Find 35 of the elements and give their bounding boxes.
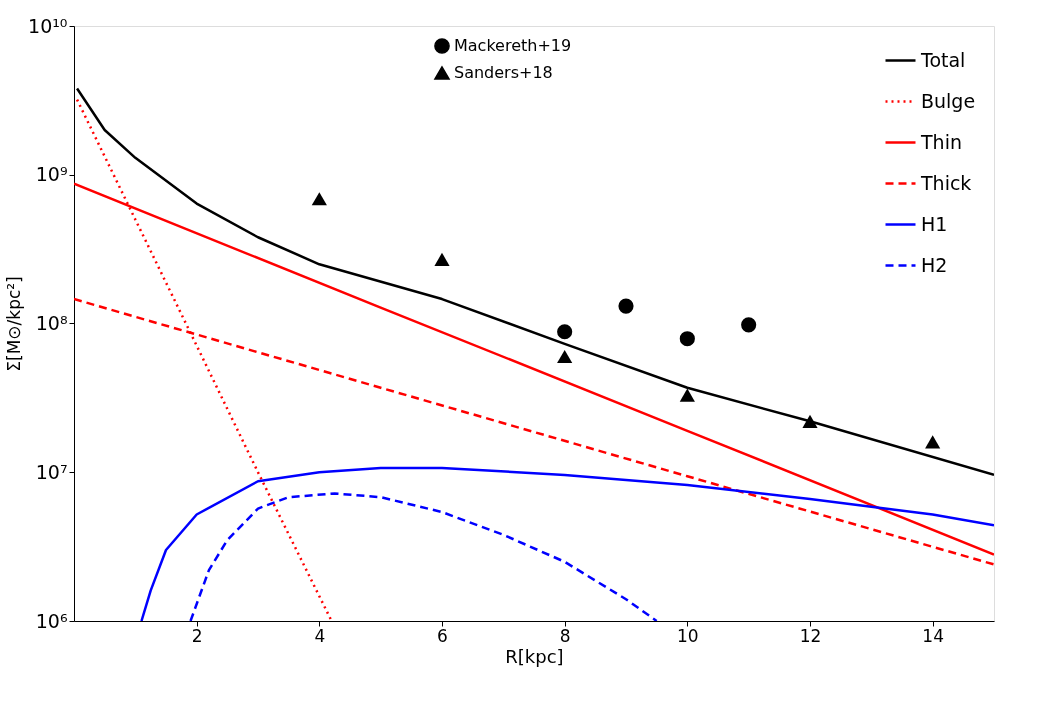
x-tick-label: 8	[559, 625, 571, 646]
legend-label: Thin	[920, 130, 962, 153]
y-tick-label: 10⁹	[35, 163, 68, 186]
y-tick-label: 10¹⁰	[28, 14, 68, 37]
legend-label: H2	[921, 253, 948, 276]
point	[679, 388, 695, 402]
legend-label: Bulge	[921, 89, 976, 112]
legend-label: Thick	[920, 171, 972, 194]
y-tick-label: 10⁶	[35, 609, 68, 632]
x-tick-label: 6	[437, 625, 448, 646]
point	[434, 252, 450, 266]
x-tick-label: 14	[922, 625, 944, 646]
y-tick-label: 10⁸	[35, 312, 68, 334]
point	[741, 317, 757, 333]
point	[618, 298, 634, 314]
point	[925, 435, 941, 449]
point	[557, 349, 573, 364]
point	[557, 324, 573, 340]
x-tick-label: 2	[191, 625, 203, 646]
legend-label: Total	[920, 48, 966, 71]
x-axis-title: R[kpc]	[505, 645, 564, 667]
point	[679, 331, 695, 347]
legend-label: Mackereth+19	[454, 36, 572, 55]
y-axis-title: Σ[M⊙/kpc²]	[4, 276, 25, 372]
x-tick-label: 10	[677, 625, 699, 646]
legend-label: H1	[921, 212, 948, 235]
x-tick-label: 4	[314, 625, 326, 646]
point	[311, 192, 327, 206]
line-series	[74, 297, 994, 566]
x-tick-label: 12	[799, 625, 822, 646]
y-tick-label: 10⁷	[35, 460, 68, 483]
line-series	[140, 466, 994, 621]
legend-label: Sanders+18	[454, 63, 553, 82]
line-series	[189, 492, 658, 621]
point	[802, 414, 818, 428]
